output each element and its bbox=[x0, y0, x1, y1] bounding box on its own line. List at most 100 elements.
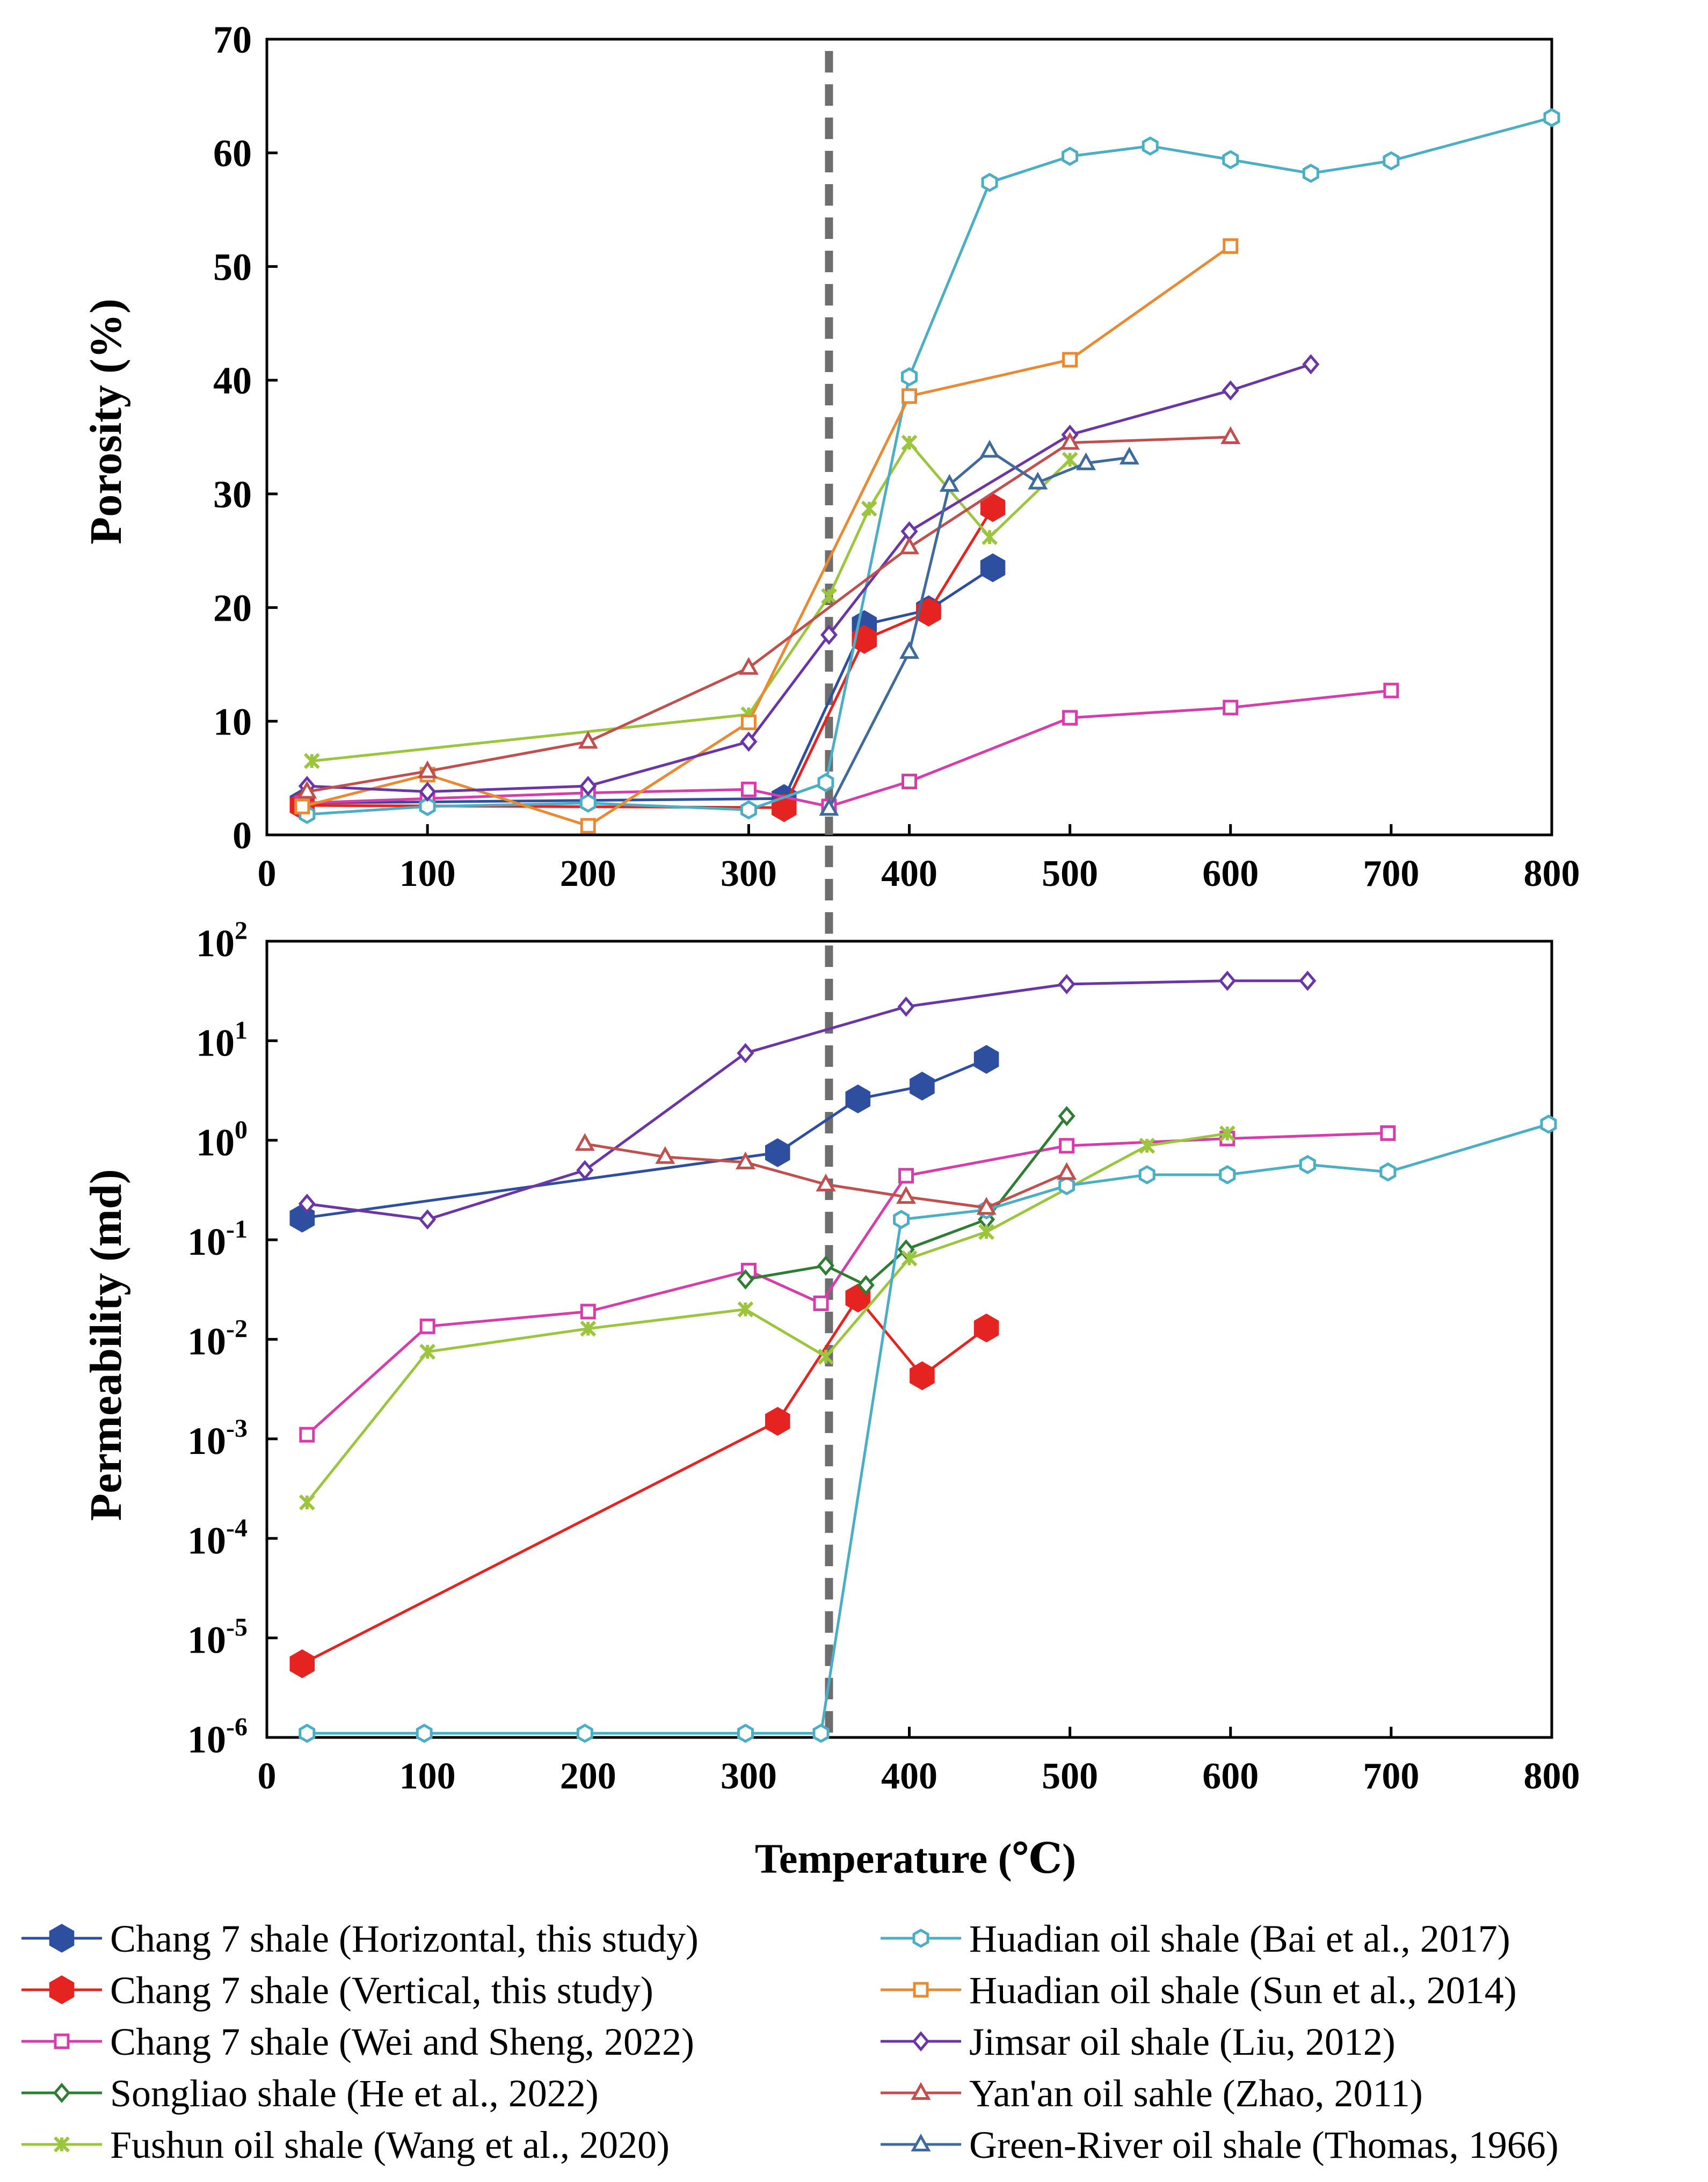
legend-label-s9: Yan'an oil sahle (Zhao, 2011) bbox=[969, 2072, 1423, 2115]
permeability-point-s4 bbox=[737, 1269, 754, 1290]
legend-marker-s8 bbox=[912, 2031, 930, 2052]
permeability-point-s1 bbox=[765, 1138, 790, 1167]
porosity-point-s10 bbox=[1076, 452, 1096, 470]
porosity-point-s7 bbox=[1223, 238, 1239, 254]
permeability-point-s6 bbox=[576, 1723, 593, 1743]
permeability-point-s6 bbox=[1219, 1165, 1236, 1184]
porosity-point-s6 bbox=[817, 773, 834, 792]
legend-item-s2: Chang 7 shale (Vertical, this study) bbox=[21, 1969, 653, 2012]
porosity-series-group bbox=[289, 108, 1560, 834]
permeability-y-tick-label: 10-2 bbox=[187, 1315, 248, 1363]
legend-label-s2: Chang 7 shale (Vertical, this study) bbox=[110, 1969, 653, 2012]
porosity-point-s10 bbox=[1119, 446, 1139, 465]
porosity-point-s6 bbox=[1383, 151, 1400, 171]
porosity-x-tick-label: 500 bbox=[1042, 853, 1098, 894]
legend-label-s7: Huadian oil shale (Sun et al., 2014) bbox=[969, 1969, 1517, 2012]
legend-label-s3: Chang 7 shale (Wei and Sheng, 2022) bbox=[110, 2020, 694, 2063]
permeability-point-s5 bbox=[978, 1224, 994, 1240]
legend-marker-s10 bbox=[911, 2133, 931, 2151]
legend-label-s4: Songliao shale (He et al., 2022) bbox=[110, 2072, 599, 2115]
porosity-point-s5 bbox=[982, 529, 998, 546]
porosity-y-tick-label: 50 bbox=[213, 245, 252, 288]
permeability-point-s6 bbox=[416, 1723, 433, 1743]
permeability-point-s8 bbox=[419, 1209, 437, 1230]
porosity-point-s2 bbox=[916, 598, 941, 627]
permeability-point-s9 bbox=[976, 1197, 997, 1215]
porosity-point-s7 bbox=[740, 714, 757, 730]
permeability-point-s2 bbox=[765, 1407, 790, 1436]
permeability-point-s5 bbox=[580, 1320, 597, 1337]
permeability-x-tick-label: 0 bbox=[258, 1756, 277, 1797]
permeability-series-s1 bbox=[289, 1045, 999, 1233]
permeability-y-tick-label: 10-6 bbox=[187, 1713, 248, 1761]
permeability-point-s1 bbox=[845, 1084, 871, 1114]
porosity-point-s5 bbox=[1062, 452, 1078, 468]
porosity-point-s9 bbox=[899, 536, 920, 555]
permeability-series-s8 bbox=[298, 970, 1317, 1230]
porosity-point-s10 bbox=[819, 798, 839, 816]
porosity-x-tick-label: 200 bbox=[560, 853, 616, 894]
permeability-series-s9 bbox=[575, 1133, 1077, 1215]
permeability-x-tick-label: 400 bbox=[881, 1756, 937, 1797]
porosity-point-s5 bbox=[821, 588, 837, 605]
permeability-point-s9 bbox=[1057, 1162, 1077, 1180]
permeability-point-s5 bbox=[901, 1250, 918, 1267]
permeability-point-s8 bbox=[1218, 970, 1236, 991]
porosity-x-tick-label: 800 bbox=[1524, 853, 1580, 894]
permeability-x-tick-label: 100 bbox=[399, 1756, 456, 1797]
permeability-point-s9 bbox=[816, 1173, 836, 1192]
permeability-point-s6 bbox=[299, 1723, 316, 1743]
permeability-line-s8 bbox=[307, 979, 1308, 1221]
porosity-point-s10 bbox=[899, 641, 920, 659]
legend-label-s10: Green-River oil shale (Thomas, 1966) bbox=[969, 2123, 1559, 2166]
permeability-point-s6 bbox=[1379, 1162, 1397, 1182]
porosity-point-s7 bbox=[902, 388, 917, 404]
legend: Chang 7 shale (Horizontal, this study) Ch… bbox=[21, 1917, 1559, 2166]
porosity-x-tick-label: 100 bbox=[399, 853, 456, 894]
porosity-y-tick-label: 20 bbox=[213, 587, 252, 630]
porosity-y-tick-label: 0 bbox=[232, 814, 252, 857]
porosity-series-s6 bbox=[299, 108, 1560, 824]
permeability-point-s5 bbox=[737, 1301, 754, 1318]
legend-item-s10: Green-River oil shale (Thomas, 1966) bbox=[881, 2123, 1559, 2166]
x-axis-label: Temperature (℃) bbox=[755, 1835, 1076, 1882]
permeability-chart: Permeability (md) 0 100 200 300 400 500 600 700… bbox=[81, 846, 1580, 1882]
porosity-point-s9 bbox=[297, 781, 317, 799]
porosity-point-s6 bbox=[1302, 163, 1319, 183]
legend-label-s5: Fushun oil shale (Wang et al., 2020) bbox=[110, 2123, 670, 2166]
porosity-point-s9 bbox=[738, 657, 759, 675]
legend-item-s5: Fushun oil shale (Wang et al., 2020) bbox=[21, 2123, 670, 2166]
permeability-point-s6 bbox=[1058, 1176, 1075, 1196]
legend-marker-s1 bbox=[49, 1924, 75, 1953]
porosity-axes: 0 100 200 300 400 500 600 700 800 0 10 20 30 40 50 60 70 bbox=[213, 18, 1580, 894]
permeability-point-s1 bbox=[910, 1072, 935, 1101]
permeability-point-s5 bbox=[818, 1348, 834, 1365]
porosity-point-s5 bbox=[303, 753, 320, 769]
porosity-point-s3 bbox=[1062, 710, 1078, 726]
legend-item-s6: Huadian oil shale (Bai et al., 2017) bbox=[881, 1917, 1510, 1960]
porosity-x-tick-label: 0 bbox=[258, 853, 277, 894]
legend-marker-s6 bbox=[912, 1929, 929, 1948]
porosity-x-tick-label: 600 bbox=[1202, 853, 1259, 894]
porosity-x-tick-label: 300 bbox=[721, 853, 777, 894]
legend-marker-s5 bbox=[54, 2136, 70, 2152]
permeability-point-s8 bbox=[298, 1194, 316, 1214]
permeability-axes: 0 100 200 300 400 500 600 700 800 102 101 100 10-1 10… bbox=[187, 917, 1580, 1797]
permeability-point-s4 bbox=[1058, 1105, 1075, 1126]
legend-item-s9: Yan'an oil sahle (Zhao, 2011) bbox=[881, 2072, 1423, 2115]
porosity-y-tick-label: 40 bbox=[213, 359, 252, 402]
legend-marker-s4 bbox=[53, 2083, 71, 2103]
permeability-y-tick-label: 101 bbox=[196, 1016, 248, 1064]
porosity-point-s9 bbox=[417, 760, 438, 779]
permeability-series-group bbox=[289, 970, 1557, 1743]
permeability-point-s8 bbox=[576, 1160, 594, 1181]
legend-marker-s7 bbox=[913, 1982, 929, 1998]
porosity-y-tick-label: 70 bbox=[213, 18, 252, 61]
porosity-point-s6 bbox=[1142, 136, 1159, 156]
permeability-point-s2 bbox=[289, 1649, 315, 1678]
porosity-point-s8 bbox=[820, 624, 838, 645]
porosity-series-s5 bbox=[303, 434, 1078, 769]
porosity-point-s8 bbox=[1222, 380, 1239, 401]
porosity-y-axis-label: Porosity (%) bbox=[81, 299, 131, 544]
